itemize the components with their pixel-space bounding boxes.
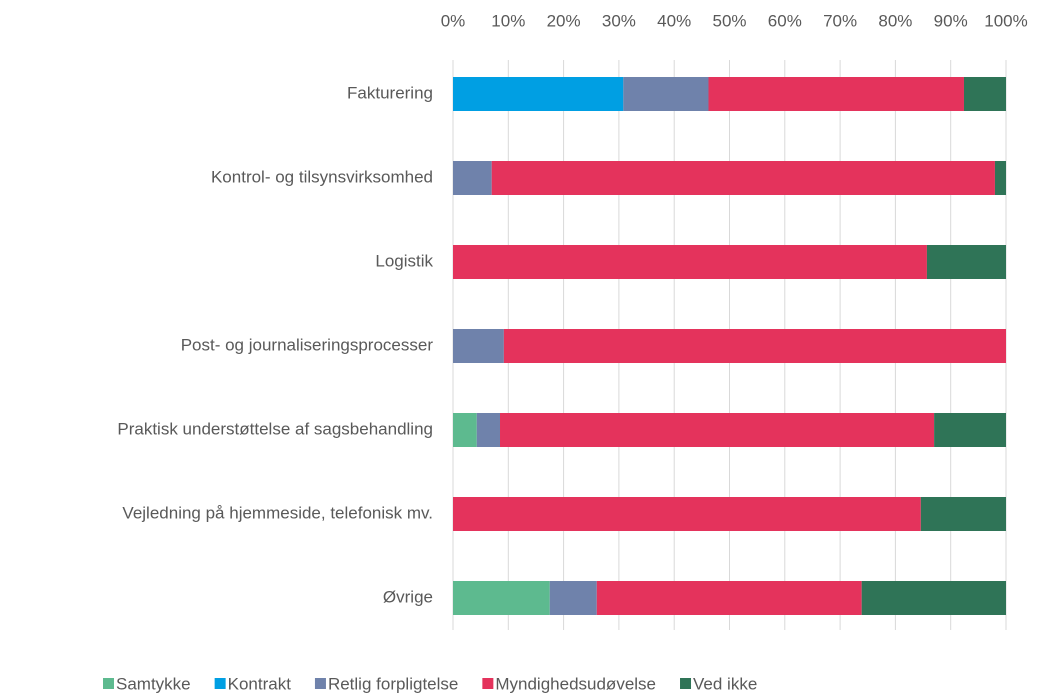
y-tick-label: Kontrol- og tilsynsvirksomhed bbox=[211, 167, 433, 186]
legend-label: Retlig forpligtelse bbox=[328, 674, 458, 693]
y-tick-label: Praktisk understøttelse af sagsbehandlin… bbox=[117, 419, 433, 438]
y-tick-label: Vejledning på hjemmeside, telefonisk mv. bbox=[122, 503, 433, 522]
legend-swatch bbox=[680, 678, 692, 689]
bar-segment bbox=[500, 413, 935, 447]
bar-segment bbox=[453, 77, 624, 111]
bar-segment bbox=[623, 77, 709, 111]
legend-swatch bbox=[103, 678, 114, 689]
x-tick-label: 80% bbox=[878, 11, 912, 30]
legend-label: Kontrakt bbox=[228, 674, 292, 693]
legend-label: Ved ikke bbox=[693, 674, 757, 693]
legend-swatch bbox=[314, 678, 326, 689]
bar-segment bbox=[708, 77, 964, 111]
bar-segment bbox=[549, 581, 597, 615]
bar-segment bbox=[926, 245, 1006, 279]
legend-swatch bbox=[482, 678, 494, 689]
bar-segment bbox=[963, 77, 1006, 111]
y-tick-label: Øvrige bbox=[383, 587, 433, 606]
bar-segment bbox=[503, 329, 1006, 363]
x-tick-label: 90% bbox=[934, 11, 968, 30]
x-tick-label: 70% bbox=[823, 11, 857, 30]
x-tick-label: 40% bbox=[657, 11, 691, 30]
bar-segment bbox=[453, 497, 921, 531]
x-tick-label: 30% bbox=[602, 11, 636, 30]
bar-segment bbox=[934, 413, 1006, 447]
x-tick-label: 0% bbox=[441, 11, 466, 30]
x-tick-label: 20% bbox=[547, 11, 581, 30]
legend-swatch bbox=[214, 678, 226, 689]
bar-segment bbox=[476, 413, 501, 447]
y-tick-label: Post- og journaliseringsprocesser bbox=[181, 335, 434, 354]
y-tick-label: Logistik bbox=[375, 251, 433, 270]
x-tick-label: 50% bbox=[712, 11, 746, 30]
x-tick-label: 100% bbox=[984, 11, 1027, 30]
bar-segment bbox=[994, 161, 1006, 195]
bar-segment bbox=[453, 245, 927, 279]
legend-label: Myndighedsudøvelse bbox=[495, 674, 656, 693]
bar-segment bbox=[920, 497, 1006, 531]
bar-segment bbox=[861, 581, 1006, 615]
y-tick-label: Fakturering bbox=[347, 83, 433, 102]
x-tick-label: 10% bbox=[491, 11, 525, 30]
bar-segment bbox=[453, 329, 504, 363]
bar-segment bbox=[453, 413, 477, 447]
bar-segment bbox=[491, 161, 995, 195]
bar-segment bbox=[453, 581, 550, 615]
bar-segment bbox=[596, 581, 862, 615]
legend-label: Samtykke bbox=[116, 674, 191, 693]
bar-segment bbox=[453, 161, 492, 195]
x-tick-label: 60% bbox=[768, 11, 802, 30]
